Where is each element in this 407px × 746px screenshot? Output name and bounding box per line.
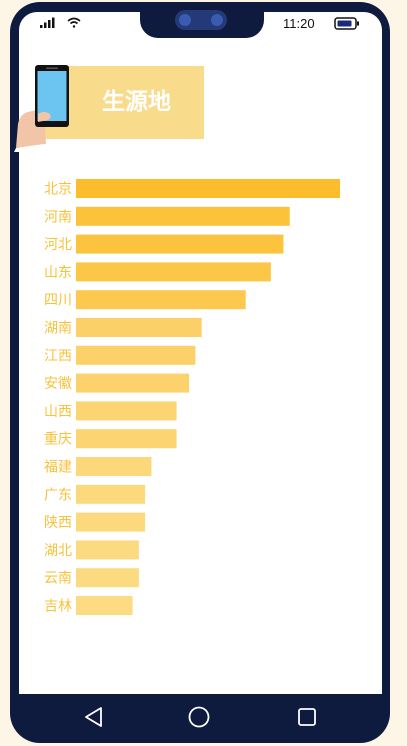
- category-label: 河北: [44, 237, 72, 253]
- status-icons: [40, 17, 81, 28]
- category-label: 陕西: [44, 515, 72, 531]
- recents-square-icon[interactable]: [298, 708, 316, 726]
- title-banner: 生源地: [45, 66, 204, 139]
- category-label: 湖南: [44, 321, 72, 337]
- bar-12: [76, 512, 146, 532]
- page-title: 生源地: [102, 89, 171, 115]
- battery-icon: [334, 17, 359, 30]
- category-label: 河南: [44, 209, 72, 225]
- bar-9: [76, 429, 177, 449]
- bar-2: [76, 234, 284, 254]
- category-label: 山东: [44, 265, 72, 281]
- category-label: 福建: [44, 460, 72, 476]
- bar-4: [76, 290, 246, 310]
- category-label: 山西: [44, 404, 72, 420]
- category-label: 吉林: [44, 599, 72, 615]
- category-label: 北京: [44, 182, 72, 198]
- category-label: 广东: [44, 487, 72, 503]
- cellular-signal-icon: [40, 17, 55, 28]
- wifi-icon: [67, 17, 81, 28]
- bar-11: [76, 484, 146, 504]
- bar-3: [76, 262, 271, 282]
- bar-1: [76, 206, 290, 226]
- bar-14: [76, 568, 139, 588]
- bar-8: [76, 401, 177, 421]
- bar-5: [76, 318, 202, 337]
- bar-13: [76, 540, 139, 560]
- camera-icon: [175, 10, 227, 30]
- bar-15: [76, 596, 133, 615]
- bar-0: [76, 179, 340, 198]
- navigation-bar: [85, 706, 316, 728]
- category-label: 安徽: [44, 376, 72, 392]
- category-label: 四川: [44, 293, 72, 309]
- bar-10: [76, 457, 152, 476]
- bar-6: [76, 345, 196, 365]
- category-label: 重庆: [44, 432, 72, 448]
- category-label: 江西: [44, 348, 72, 364]
- status-time: 11:20: [283, 16, 315, 31]
- phone-in-hand-icon: [14, 65, 69, 152]
- category-label: 云南: [44, 571, 72, 587]
- back-triangle-icon[interactable]: [85, 707, 102, 727]
- category-label: 湖北: [44, 543, 72, 559]
- bar-7: [76, 373, 190, 393]
- home-circle-icon[interactable]: [188, 706, 210, 728]
